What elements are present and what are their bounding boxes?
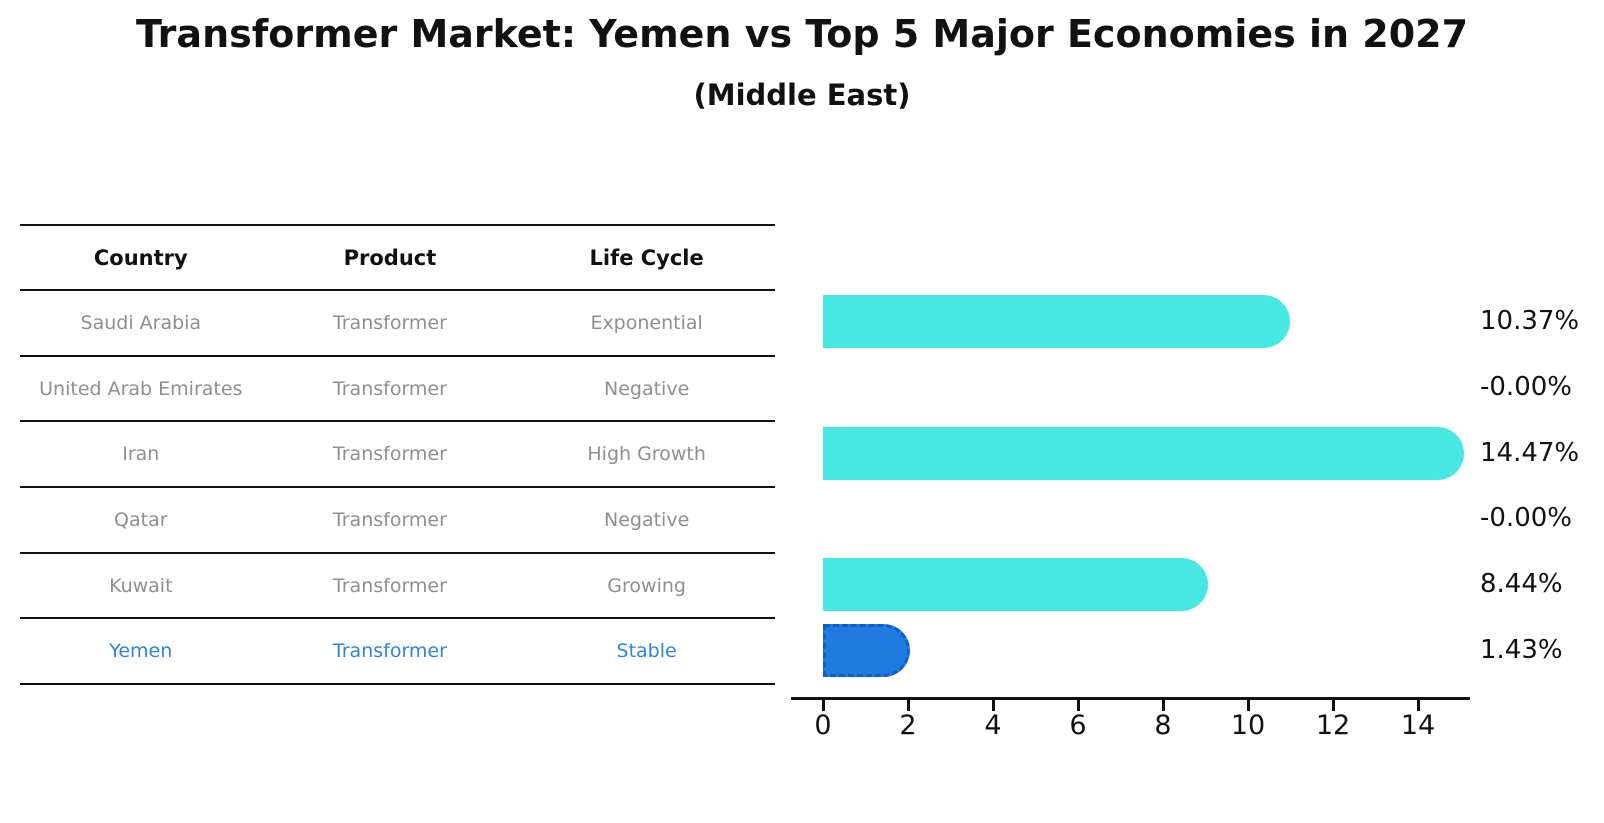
bar-value-label: -0.00%: [1480, 371, 1572, 402]
bar-saudi-arabia: [823, 295, 1291, 349]
table-cell-product: Transformer: [332, 574, 447, 597]
country-table: Country Product Life Cycle Saudi Arabia T…: [20, 224, 775, 686]
table-row: United Arab Emirates Transformer Negative: [20, 354, 775, 421]
x-axis-tick: [1331, 700, 1335, 711]
x-axis-tick: [1076, 700, 1080, 711]
x-axis-tick: [1416, 700, 1420, 711]
table-row: Kuwait Transformer Growing: [20, 551, 775, 618]
table-row: Qatar Transformer Negative: [20, 486, 775, 552]
table-cell-product: Transformer: [332, 508, 447, 531]
table-cell-product: Transformer: [332, 443, 447, 466]
table-header-country: Country: [93, 245, 188, 270]
table-cell-life-cycle: Negative: [603, 377, 690, 400]
table-cell-life-cycle: Negative: [603, 508, 690, 531]
table-cell-country: Qatar: [114, 508, 168, 531]
bar-value-label: 8.44%: [1480, 568, 1563, 599]
table-cell-life-cycle: High Growth: [587, 443, 706, 466]
bar-value-label: 1.43%: [1480, 634, 1563, 665]
x-axis-tick-label: 4: [984, 710, 1002, 741]
x-axis-tick: [991, 700, 995, 711]
bar-iran: [823, 426, 1465, 480]
bar-highlight-yemen: [823, 623, 911, 677]
table-cell-country: Saudi Arabia: [80, 311, 202, 334]
table-row: Saudi Arabia Transformer Exponential: [20, 289, 775, 355]
x-axis-tick: [906, 700, 910, 711]
x-axis-tick-label: 2: [899, 710, 917, 741]
table-cell-country: Kuwait: [109, 574, 173, 597]
table-cell-country: Yemen: [109, 640, 173, 663]
chart-subtitle: (Middle East): [693, 78, 911, 112]
x-axis-tick-label: 0: [814, 710, 832, 741]
bar-kuwait: [823, 557, 1209, 611]
x-axis-tick-label: 8: [1154, 710, 1172, 741]
table-cell-life-cycle: Exponential: [590, 311, 703, 334]
table-body: Saudi Arabia Transformer Exponential United…: [20, 289, 775, 683]
bar-value-label: -0.00%: [1480, 503, 1572, 534]
table-cell-country: Iran: [122, 443, 160, 466]
chart-title: Transformer Market: Yemen vs Top 5 Major…: [135, 12, 1469, 56]
x-axis-tick: [1246, 700, 1250, 711]
x-axis-tick: [821, 700, 825, 711]
table-cell-product: Transformer: [332, 640, 447, 663]
table-cell-country: United Arab Emirates: [39, 377, 243, 400]
table-cell-product: Transformer: [332, 311, 447, 334]
table-cell-product: Transformer: [332, 377, 447, 400]
x-axis-line: [791, 697, 1470, 700]
table-header-life-cycle: Life Cycle: [589, 245, 704, 270]
table-header-product: Product: [343, 245, 437, 270]
table-cell-life-cycle: Stable: [616, 640, 677, 663]
table-row: Yemen Transformer Stable: [20, 617, 775, 683]
x-axis-tick: [1161, 700, 1165, 711]
bar-value-label: 10.37%: [1480, 306, 1580, 337]
table-header-row: Country Product Life Cycle: [20, 224, 775, 289]
x-axis-tick-label: 6: [1069, 710, 1087, 741]
bar-value-label: 14.47%: [1480, 437, 1580, 468]
x-axis-tick-label: 12: [1315, 710, 1351, 741]
x-axis-tick-label: 10: [1230, 710, 1266, 741]
table-cell-life-cycle: Growing: [607, 574, 686, 597]
table-row: Iran Transformer High Growth: [20, 420, 775, 486]
x-axis-tick-label: 14: [1400, 710, 1436, 741]
